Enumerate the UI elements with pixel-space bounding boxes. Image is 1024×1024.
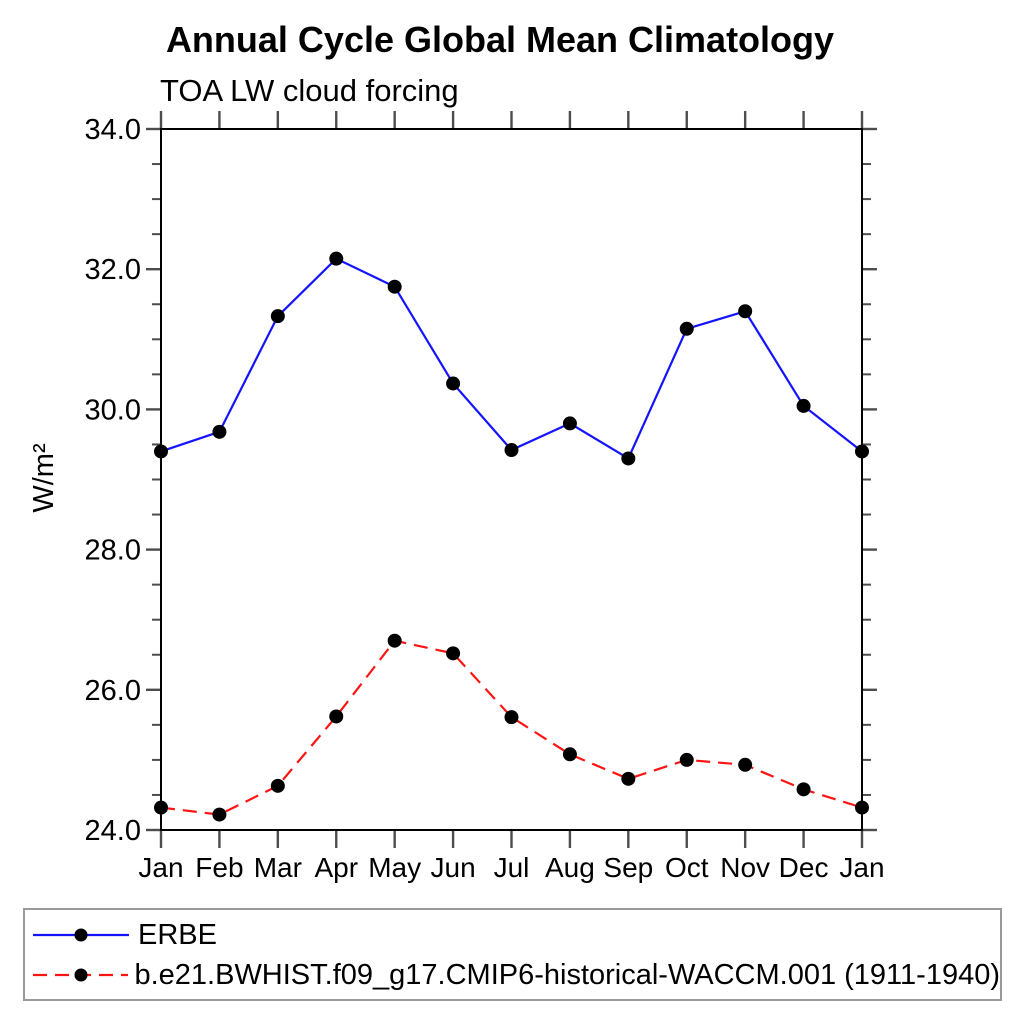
data-point-marker xyxy=(679,321,694,336)
data-point-marker xyxy=(329,709,344,724)
y-tick-label: 30.0 xyxy=(85,394,141,426)
data-point-marker xyxy=(679,752,694,767)
data-point-marker xyxy=(387,279,402,294)
data-point-marker xyxy=(796,782,811,797)
legend-line-sample-solid xyxy=(33,928,129,942)
x-tick-label: Jan xyxy=(839,852,884,883)
legend-label: b.e21.BWHIST.f09_g17.CMIP6-historical-WA… xyxy=(134,958,1000,991)
series-line-0 xyxy=(160,257,863,461)
data-point-marker xyxy=(562,747,577,762)
data-point-marker xyxy=(154,444,168,459)
x-tick-label: Jan xyxy=(138,852,183,883)
x-tick-label: Aug xyxy=(545,852,595,883)
data-point-marker xyxy=(504,443,519,458)
data-point-marker xyxy=(387,633,402,648)
data-point-marker xyxy=(270,309,285,324)
y-tick-label: 34.0 xyxy=(85,114,141,146)
series-line-1 xyxy=(160,639,863,816)
data-point-marker xyxy=(562,416,577,431)
x-tick-label: May xyxy=(368,852,421,883)
x-tick-label: Apr xyxy=(314,852,358,883)
data-point-marker xyxy=(446,376,461,391)
plot-area: Jan Feb Mar Apr May Jun Jul Aug Sep Oct Nov Dec Jan 2… xyxy=(85,111,885,883)
data-point-marker xyxy=(154,800,168,815)
data-point-marker xyxy=(329,251,344,266)
data-point-marker xyxy=(855,444,869,459)
y-tick-label: 28.0 xyxy=(85,535,141,567)
x-tick-label: Nov xyxy=(720,852,770,883)
x-tick-label: Sep xyxy=(603,852,653,883)
x-tick-label: Jun xyxy=(431,852,476,883)
legend-item: ERBE xyxy=(25,915,1000,955)
data-point-marker xyxy=(504,710,519,725)
x-tick-label: Oct xyxy=(665,852,709,883)
data-point-marker xyxy=(212,424,227,439)
chart-subtitle: TOA LW cloud forcing xyxy=(160,73,459,108)
data-point-marker xyxy=(738,757,753,772)
data-point-marker xyxy=(796,398,811,413)
y-tick-label: 26.0 xyxy=(85,675,141,707)
data-point-marker xyxy=(855,800,869,815)
data-point-marker xyxy=(621,771,636,786)
x-tick-label: Feb xyxy=(195,852,243,883)
data-point-marker xyxy=(270,778,285,793)
data-point-marker xyxy=(738,304,753,319)
y-axis-label: W/m² xyxy=(28,443,60,513)
legend-item: b.e21.BWHIST.f09_g17.CMIP6-historical-WA… xyxy=(25,955,1000,995)
x-tick-label: Mar xyxy=(254,852,302,883)
data-point-marker xyxy=(446,646,461,661)
data-point-marker xyxy=(212,807,227,822)
y-tick-label: 32.0 xyxy=(85,254,141,286)
plot-frame xyxy=(160,128,863,831)
x-tick-label: Dec xyxy=(779,852,829,883)
legend-label: ERBE xyxy=(138,918,217,951)
legend-line-sample-dashed xyxy=(33,968,129,982)
legend: ERBE b.e21.BWHIST.f09_g17.CMIP6-historic… xyxy=(23,908,1002,1001)
legend-marker-icon xyxy=(74,968,88,982)
x-tick-label: Jul xyxy=(494,852,530,883)
y-tick-label: 24.0 xyxy=(85,815,141,847)
legend-marker-icon xyxy=(74,928,88,942)
data-point-marker xyxy=(621,451,636,466)
chart-title: Annual Cycle Global Mean Climatology xyxy=(166,19,834,60)
